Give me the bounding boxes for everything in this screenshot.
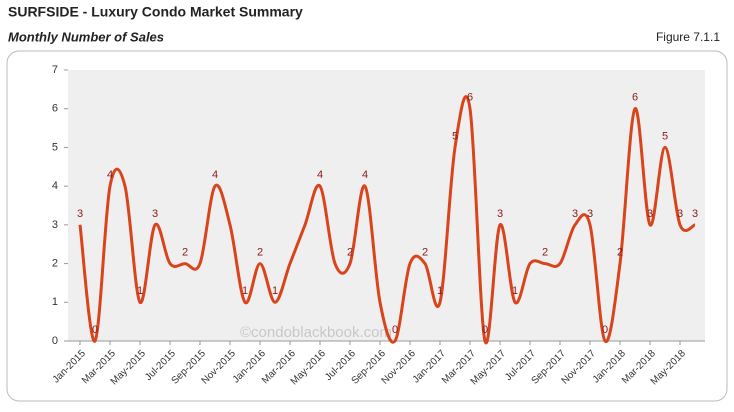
data-label: 5 bbox=[452, 130, 458, 142]
data-label: 4 bbox=[362, 169, 368, 181]
y-tick-label: 0 bbox=[52, 335, 58, 347]
watermark: ©condoblackbook.com bbox=[240, 324, 392, 341]
data-label: 3 bbox=[77, 208, 83, 220]
figure-label: Figure 7.1.1 bbox=[656, 30, 720, 44]
y-tick-label: 7 bbox=[52, 64, 58, 76]
data-label: 0 bbox=[602, 324, 608, 336]
data-label: 1 bbox=[437, 285, 443, 297]
data-label: 6 bbox=[632, 92, 638, 104]
data-label: 3 bbox=[572, 208, 578, 220]
data-label: 0 bbox=[92, 324, 98, 336]
data-label: 1 bbox=[242, 285, 248, 297]
y-tick-label: 2 bbox=[52, 257, 58, 269]
sales-line bbox=[78, 95, 696, 345]
data-label: 0 bbox=[482, 324, 488, 336]
data-label: 3 bbox=[152, 208, 158, 220]
data-label: 3 bbox=[587, 208, 593, 220]
chart-title: SURFSIDE - Luxury Condo Market Summary bbox=[8, 4, 303, 20]
y-tick-label: 4 bbox=[52, 180, 58, 192]
data-label: 2 bbox=[347, 246, 353, 258]
data-label: 3 bbox=[692, 208, 698, 220]
data-label: 0 bbox=[392, 324, 398, 336]
data-label: 6 bbox=[467, 92, 473, 104]
data-label: 2 bbox=[257, 246, 263, 258]
data-label: 4 bbox=[212, 169, 218, 181]
data-label: 5 bbox=[662, 130, 668, 142]
data-label: 2 bbox=[182, 246, 188, 258]
data-label: 3 bbox=[647, 208, 653, 220]
data-label: 4 bbox=[317, 169, 323, 181]
data-label: 2 bbox=[542, 246, 548, 258]
y-tick-label: 6 bbox=[52, 103, 58, 115]
data-label: 4 bbox=[107, 169, 113, 181]
data-label: 3 bbox=[677, 208, 683, 220]
data-label: 1 bbox=[137, 285, 143, 297]
data-label: 2 bbox=[617, 246, 623, 258]
y-tick-label: 1 bbox=[52, 296, 58, 308]
plot-area bbox=[68, 70, 705, 341]
data-label: 3 bbox=[497, 208, 503, 220]
data-label: 1 bbox=[512, 285, 518, 297]
y-tick-label: 5 bbox=[52, 141, 58, 153]
chart-subtitle: Monthly Number of Sales bbox=[8, 29, 164, 44]
data-label: 1 bbox=[272, 285, 278, 297]
data-label: 2 bbox=[422, 246, 428, 258]
y-tick-label: 3 bbox=[52, 219, 58, 231]
